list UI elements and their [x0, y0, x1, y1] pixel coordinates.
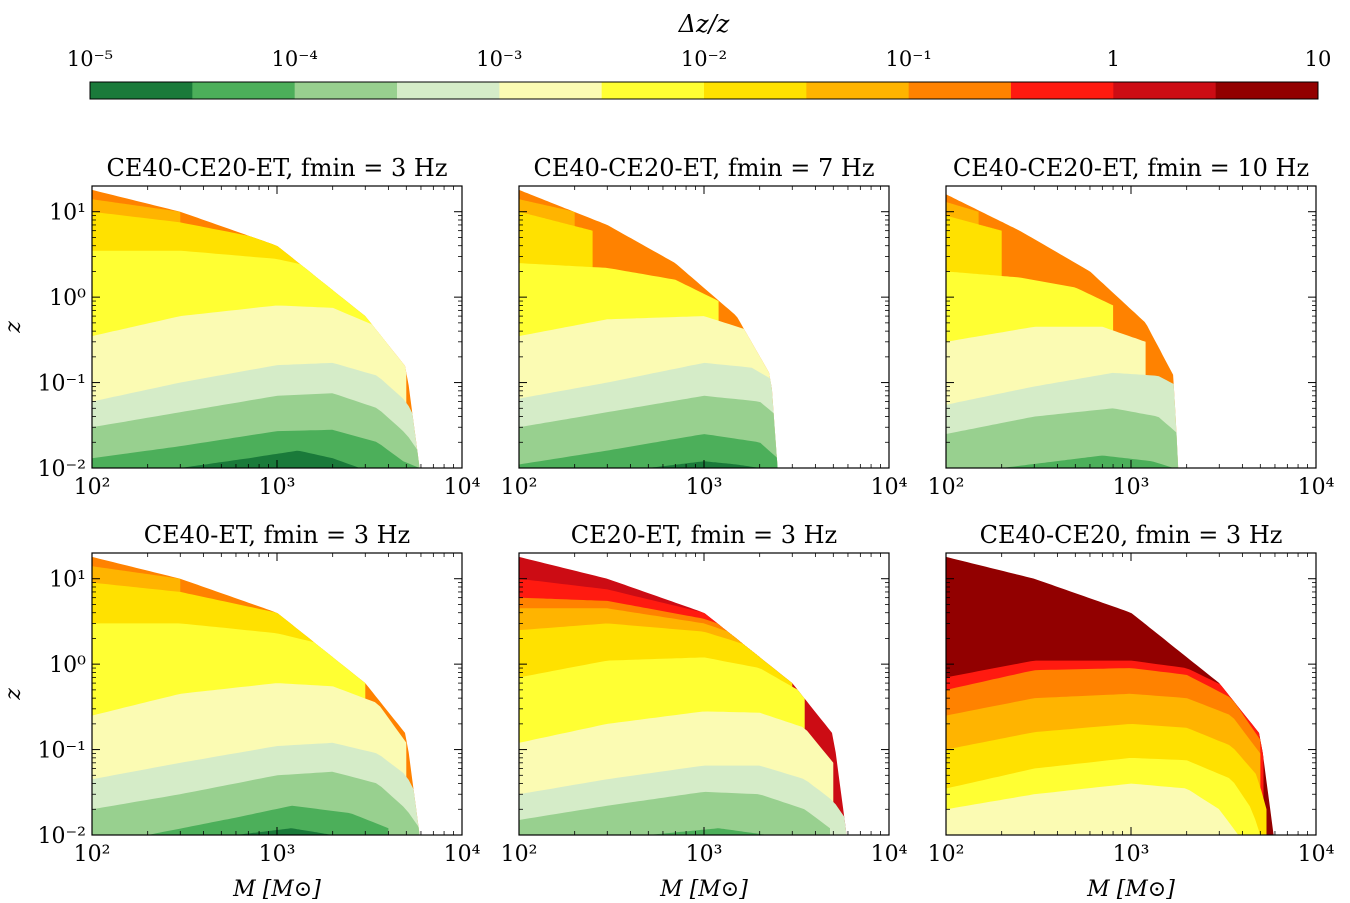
colorbar-segment — [908, 82, 1012, 99]
colorbar-tick-label: 10 — [1305, 47, 1332, 71]
colorbar-segment — [806, 82, 910, 99]
x-tick-label: 10² — [928, 475, 965, 500]
colorbar-segment — [704, 82, 807, 99]
x-tick-label: 10³ — [259, 475, 296, 500]
panel-title: CE40-CE20-ET, fmin = 10 Hz — [953, 154, 1309, 182]
y-tick-label: 10⁰ — [49, 286, 86, 311]
colorbar-tick-label: 10⁻³ — [476, 47, 522, 71]
colorbar-segment — [397, 82, 500, 99]
x-tick-label: 10³ — [1113, 842, 1150, 867]
panel-ce40-ce20-et-7hz: 10² 10³ 10⁴ CE40-CE20-ET, fmin = 7 Hz — [501, 154, 908, 500]
colorbar-segment — [294, 82, 398, 99]
panel-ce40-ce20-et-3hz: 10² 10³ 10⁴ 10⁻² 10⁻¹ 10⁰ 10¹ CE40-CE20-ET, fmi… — [1, 154, 481, 500]
colorbar-frame — [89, 81, 1319, 100]
colorbar: 10 1 10⁻¹ 10⁻² 10⁻³ 10⁻⁴ 10⁻⁵ — [67, 47, 1332, 100]
y-tick-label: 10¹ — [49, 201, 86, 226]
x-tick-label: 10³ — [686, 475, 723, 500]
colorbar-segment — [1113, 82, 1217, 99]
band-1e-5-to-1e-4 — [180, 450, 360, 468]
x-axis-label: M [M⊙] — [232, 877, 321, 902]
band-3e-4-to-1e-3 — [519, 791, 830, 835]
colorbar-segment — [192, 82, 296, 99]
colorbar-segment — [601, 82, 705, 99]
x-tick-label: 10² — [74, 475, 111, 500]
x-axis-label: M [M⊙] — [659, 877, 748, 902]
colorbar-segment — [1011, 82, 1114, 99]
colorbar-tick-label: 10⁻¹ — [886, 47, 932, 71]
x-tick-label: 10⁴ — [871, 475, 908, 500]
panel-title: CE40-CE20-ET, fmin = 7 Hz — [534, 154, 875, 182]
panel-title: CE20-ET, fmin = 3 Hz — [571, 521, 837, 549]
x-tick-label: 10² — [501, 475, 538, 500]
band-1e-4-to-3e-4 — [519, 434, 778, 468]
colorbar-title: Δz/z — [678, 10, 730, 38]
panel-title: CE40-CE20-ET, fmin = 3 Hz — [107, 154, 448, 182]
panel-ce40-ce20-3hz: 10² 10³ 10⁴ CE40-CE20, fmin = 3 Hz M [M⊙] — [928, 521, 1335, 902]
y-tick-label: 10⁻² — [38, 457, 86, 482]
x-tick-label: 10² — [928, 842, 965, 867]
y-tick-label: 10⁻² — [38, 824, 86, 849]
x-tick-label: 10⁴ — [871, 842, 908, 867]
y-tick-label: 10⁰ — [49, 653, 86, 678]
y-tick-label: 10⁻¹ — [38, 739, 86, 764]
colorbar-segment — [90, 82, 193, 99]
panel-ce20-et-3hz: 10² 10³ 10⁴ CE20-ET, fmin = 3 Hz M [M⊙] — [501, 521, 908, 902]
colorbar-tick-label: 10⁻⁵ — [67, 47, 113, 71]
band-1e-4-to-3e-4 — [147, 805, 389, 835]
colorbar-tick-label: 10⁻⁴ — [272, 47, 318, 71]
panel-ce40-et-3hz: 10² 10³ 10⁴ 10⁻² 10⁻¹ 10⁰ 10¹ CE40-ET, fmin = 3… — [1, 521, 481, 902]
y-tick-label: 10¹ — [49, 568, 86, 593]
colorbar-tick-label: 10⁻² — [681, 47, 727, 71]
y-axis-label: z — [1, 688, 26, 701]
y-tick-label: 10⁻¹ — [38, 372, 86, 397]
x-tick-label: 10⁴ — [444, 842, 481, 867]
x-tick-label: 10³ — [1113, 475, 1150, 500]
band-3e-4-to-1e-3 — [946, 408, 1179, 469]
colorbar-segment — [499, 82, 603, 99]
x-axis-label: M [M⊙] — [1086, 877, 1175, 902]
y-axis-label: z — [1, 321, 26, 334]
x-tick-label: 10³ — [259, 842, 296, 867]
x-tick-label: 10³ — [686, 842, 723, 867]
x-tick-label: 10² — [501, 842, 538, 867]
x-tick-label: 10⁴ — [444, 475, 481, 500]
colorbar-segment — [1215, 82, 1319, 99]
panel-ce40-ce20-et-10hz: 10² 10³ 10⁴ CE40-CE20-ET, fmin = 10 Hz — [928, 154, 1335, 500]
x-tick-label: 10⁴ — [1298, 842, 1335, 867]
x-tick-label: 10² — [74, 842, 111, 867]
x-tick-label: 10⁴ — [1298, 475, 1335, 500]
panel-title: CE40-CE20, fmin = 3 Hz — [980, 521, 1283, 549]
panel-title: CE40-ET, fmin = 3 Hz — [144, 521, 410, 549]
band-3e-3-to-1e-2 — [946, 783, 1239, 835]
band-1e-4-to-3e-4 — [92, 429, 420, 468]
colorbar-tick-label: 1 — [1107, 47, 1120, 71]
